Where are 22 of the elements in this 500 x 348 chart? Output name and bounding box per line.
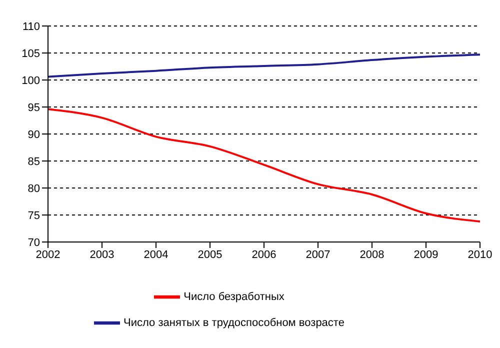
legend-label: Число безработных <box>184 290 284 303</box>
y-tick-label: 95 <box>28 102 40 114</box>
x-tick-label: 2002 <box>36 248 60 261</box>
x-tick-label: 2009 <box>414 248 438 261</box>
legend-label: Число занятых в трудоспособном возрасте <box>124 316 344 329</box>
y-tick-label: 110 <box>22 20 40 33</box>
y-tick-label: 100 <box>22 74 40 87</box>
y-tick-label: 105 <box>22 48 40 60</box>
x-tick-label: 2006 <box>252 248 276 261</box>
x-tick-label: 2005 <box>198 248 222 261</box>
line-series <box>47 108 481 222</box>
x-tick-label: 2004 <box>144 248 168 261</box>
line-series <box>47 54 481 78</box>
x-tick-label: 2008 <box>360 248 384 261</box>
y-tick-label: 80 <box>28 182 40 195</box>
x-tick-label: 2003 <box>90 248 114 261</box>
y-tick-label: 85 <box>28 156 40 168</box>
y-tick-label: 70 <box>28 236 40 249</box>
y-tick-label: 90 <box>28 128 40 141</box>
y-tick-label: 75 <box>28 210 40 222</box>
x-tick-label: 2010 <box>468 248 492 261</box>
x-tick-label: 2007 <box>306 248 330 261</box>
